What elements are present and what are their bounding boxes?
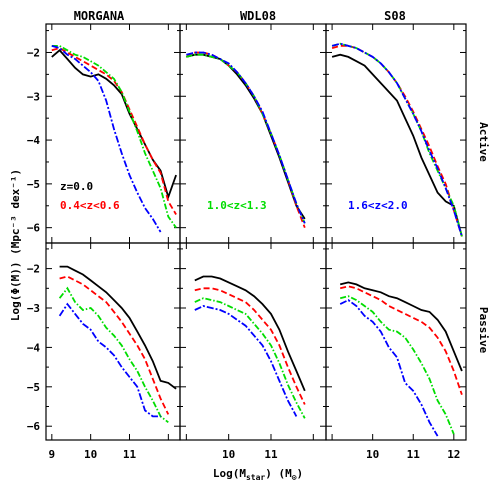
panel-1-1 <box>179 242 327 441</box>
y-tick-label: −4 <box>27 341 41 354</box>
series-line-z05 <box>194 287 306 405</box>
panel-frame <box>45 242 181 441</box>
y-tick-label: −5 <box>27 178 40 191</box>
series-line-z12 <box>339 295 455 435</box>
column-titles: MORGANA WDL08 S08 <box>74 9 406 23</box>
y-tick-label: −5 <box>27 381 40 394</box>
series-line-z0 <box>194 275 306 392</box>
x-tick-label: 11 <box>264 448 278 461</box>
x-tick-label: 10 <box>84 448 97 461</box>
column-title-s08: S08 <box>384 9 406 23</box>
series-line-z0 <box>59 265 177 390</box>
x-tick-label: 10 <box>222 448 235 461</box>
x-axis-label-unit: ) (M <box>265 467 292 480</box>
x-tick-label: 9 <box>49 448 56 461</box>
column-title-wdl08: WDL08 <box>240 9 276 23</box>
legend-entry: 0.4<z<0.6 <box>60 199 120 212</box>
series-line-z12 <box>186 53 306 224</box>
legend-entry: 1.6<z<2.0 <box>348 199 408 212</box>
y-tick-label: −6 <box>27 222 41 235</box>
y-tick-label: −2 <box>27 263 40 276</box>
x-axis-label-close: ) <box>297 467 304 480</box>
x-axis-label-sub: star <box>246 473 265 482</box>
y-tick-label: −2 <box>27 46 40 59</box>
series-line-z12 <box>194 297 306 419</box>
row-label-active: Active <box>477 122 490 162</box>
series-line-z05 <box>339 285 463 395</box>
series-line-z05 <box>59 275 170 415</box>
legend: z=0.0 0.4<z<0.6 1.0<z<1.3 1.6<z<2.0 <box>60 180 408 212</box>
legend-entry: z=0.0 <box>60 180 93 193</box>
panel-0-1 <box>45 242 181 441</box>
series-line-z0 <box>339 281 463 372</box>
panel-frame <box>179 242 327 441</box>
y-tick-label: −3 <box>27 90 40 103</box>
series-line-z18 <box>51 45 162 233</box>
y-tick-label: −3 <box>27 302 40 315</box>
y-axis-label: Log(Φ(M)) (Mpc⁻³ dex⁻¹) <box>9 169 22 321</box>
series-line-z18 <box>339 299 439 437</box>
series-line-z05 <box>51 47 177 215</box>
series-line-z18 <box>186 51 306 224</box>
series-line-z18 <box>58 302 161 418</box>
panel-grid <box>45 23 467 441</box>
series-line-z18 <box>194 305 298 417</box>
tick-labels: −2 −2 −3 −3 −4 −4 −5 −5 −6 −6 9 10 11 10 11 10 11 12 <box>27 46 461 461</box>
x-tick-label: 11 <box>407 448 421 461</box>
panel-frame <box>325 242 467 441</box>
series-line-z18 <box>331 42 463 237</box>
legend-entry: 1.0<z<1.3 <box>207 199 267 212</box>
series-line-z12 <box>51 45 177 229</box>
column-title-morgana: MORGANA <box>74 9 125 23</box>
x-tick-label: 12 <box>447 448 460 461</box>
series-line-z0 <box>186 53 306 220</box>
y-tick-label: −6 <box>27 420 41 433</box>
x-axis-label: Log(Mstar) (M⊙) <box>213 467 303 482</box>
x-axis-label-main: Log(M <box>213 467 246 480</box>
x-tick-label: 11 <box>123 448 137 461</box>
y-tick-label: −4 <box>27 134 41 147</box>
x-axis-label-unit-sub: ⊙ <box>292 473 297 482</box>
series-line-z12 <box>58 286 169 424</box>
series-line-z0 <box>331 53 463 237</box>
series-line-z0 <box>51 49 177 200</box>
panel-2-1 <box>325 242 467 441</box>
x-tick-label: 10 <box>366 448 379 461</box>
row-label-passive: Passive <box>477 307 490 354</box>
series-line-z05 <box>185 51 306 229</box>
